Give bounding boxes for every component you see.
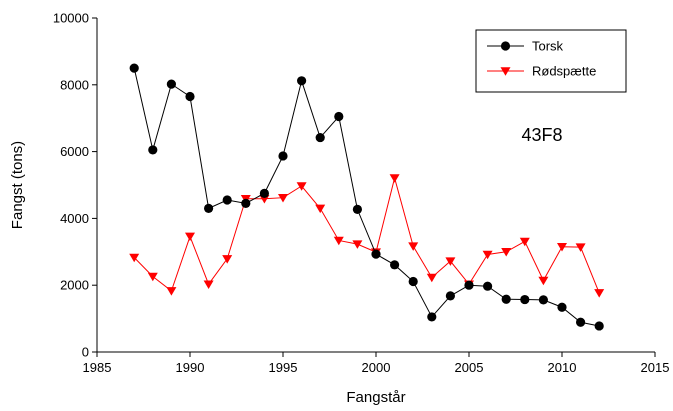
x-tick-label: 2005 <box>455 360 484 375</box>
data-point-rodspaette <box>408 242 419 251</box>
series-layer <box>129 63 605 331</box>
data-point-rodspaette <box>129 253 140 263</box>
data-point-rodspaette <box>166 287 177 296</box>
data-point-torsk <box>129 63 139 73</box>
data-point-rodspaette <box>222 255 233 264</box>
y-axis: 0 2000 4000 6000 8000 10000 <box>53 11 97 360</box>
data-point-torsk <box>352 204 362 214</box>
data-point-torsk <box>501 294 511 304</box>
data-point-rodspaette <box>575 243 586 252</box>
y-tick-label: 2000 <box>60 278 89 293</box>
data-point-torsk <box>464 280 474 290</box>
y-tick-label: 10000 <box>53 11 89 26</box>
data-point-rodspaette <box>501 248 512 257</box>
data-point-torsk <box>222 195 232 205</box>
data-point-torsk <box>241 198 251 208</box>
data-point-rodspaette <box>185 232 195 242</box>
x-tick-label: 1985 <box>83 360 112 375</box>
data-point-torsk <box>408 276 418 287</box>
data-point-torsk <box>315 132 325 143</box>
data-point-rodspaette <box>296 182 307 191</box>
annotation-label: 43F8 <box>521 125 562 145</box>
data-point-torsk <box>445 291 455 301</box>
data-point-rodspaette <box>482 250 493 260</box>
data-point-torsk <box>166 79 176 89</box>
data-point-rodspaette <box>445 257 456 266</box>
x-tick-label: 2000 <box>362 360 391 375</box>
data-point-rodspaette <box>519 237 530 247</box>
data-point-torsk <box>259 188 269 198</box>
data-point-rodspaette <box>315 204 326 214</box>
data-point-rodspaette <box>594 289 605 298</box>
legend-marker-rodspaette <box>500 67 511 76</box>
series-line-rodspaette <box>133 176 600 294</box>
y-tick-label: 8000 <box>60 77 89 92</box>
legend-label-rodspaette: Rødspætte <box>532 64 596 79</box>
data-point-torsk <box>371 249 381 259</box>
x-tick-label: 2015 <box>641 360 670 375</box>
data-point-torsk <box>148 145 158 155</box>
x-tick-label: 2010 <box>548 360 577 375</box>
data-point-torsk <box>334 111 344 122</box>
y-tick-label: 6000 <box>60 144 89 159</box>
legend-marker-torsk <box>500 41 511 51</box>
data-point-torsk <box>185 91 195 102</box>
y-tick-label: 0 <box>82 345 89 360</box>
data-point-torsk <box>594 321 604 331</box>
data-point-rodspaette <box>147 272 158 282</box>
x-tick-label: 1995 <box>269 360 298 375</box>
y-tick-label: 4000 <box>60 211 89 226</box>
data-point-rodspaette <box>557 243 567 252</box>
y-axis-label: Fangst (tons) <box>9 141 26 229</box>
legend: Torsk Rødspætte <box>475 29 627 93</box>
data-point-torsk <box>538 295 549 305</box>
data-point-rodspaette <box>538 276 549 286</box>
data-point-torsk <box>204 203 214 213</box>
data-point-torsk <box>390 260 400 270</box>
data-point-rodspaette <box>389 174 400 183</box>
data-point-torsk <box>297 76 307 86</box>
data-point-torsk <box>427 312 437 322</box>
x-tick-label: 1990 <box>176 360 205 375</box>
series-line-torsk <box>133 67 600 327</box>
data-point-torsk <box>576 317 586 327</box>
data-point-rodspaette <box>352 240 363 249</box>
data-point-rodspaette <box>203 280 214 289</box>
data-point-torsk <box>483 281 493 291</box>
x-axis: 1985 1990 1995 2000 2005 2010 2015 <box>83 352 670 375</box>
data-point-rodspaette <box>278 193 288 203</box>
data-point-torsk <box>520 294 530 305</box>
legend-box <box>475 29 627 93</box>
data-point-torsk <box>278 151 288 161</box>
data-point-torsk <box>557 302 567 312</box>
legend-label-torsk: Torsk <box>532 39 564 54</box>
data-point-rodspaette <box>333 236 344 246</box>
data-point-rodspaette <box>426 273 437 283</box>
x-axis-label: Fangstår <box>346 389 405 406</box>
